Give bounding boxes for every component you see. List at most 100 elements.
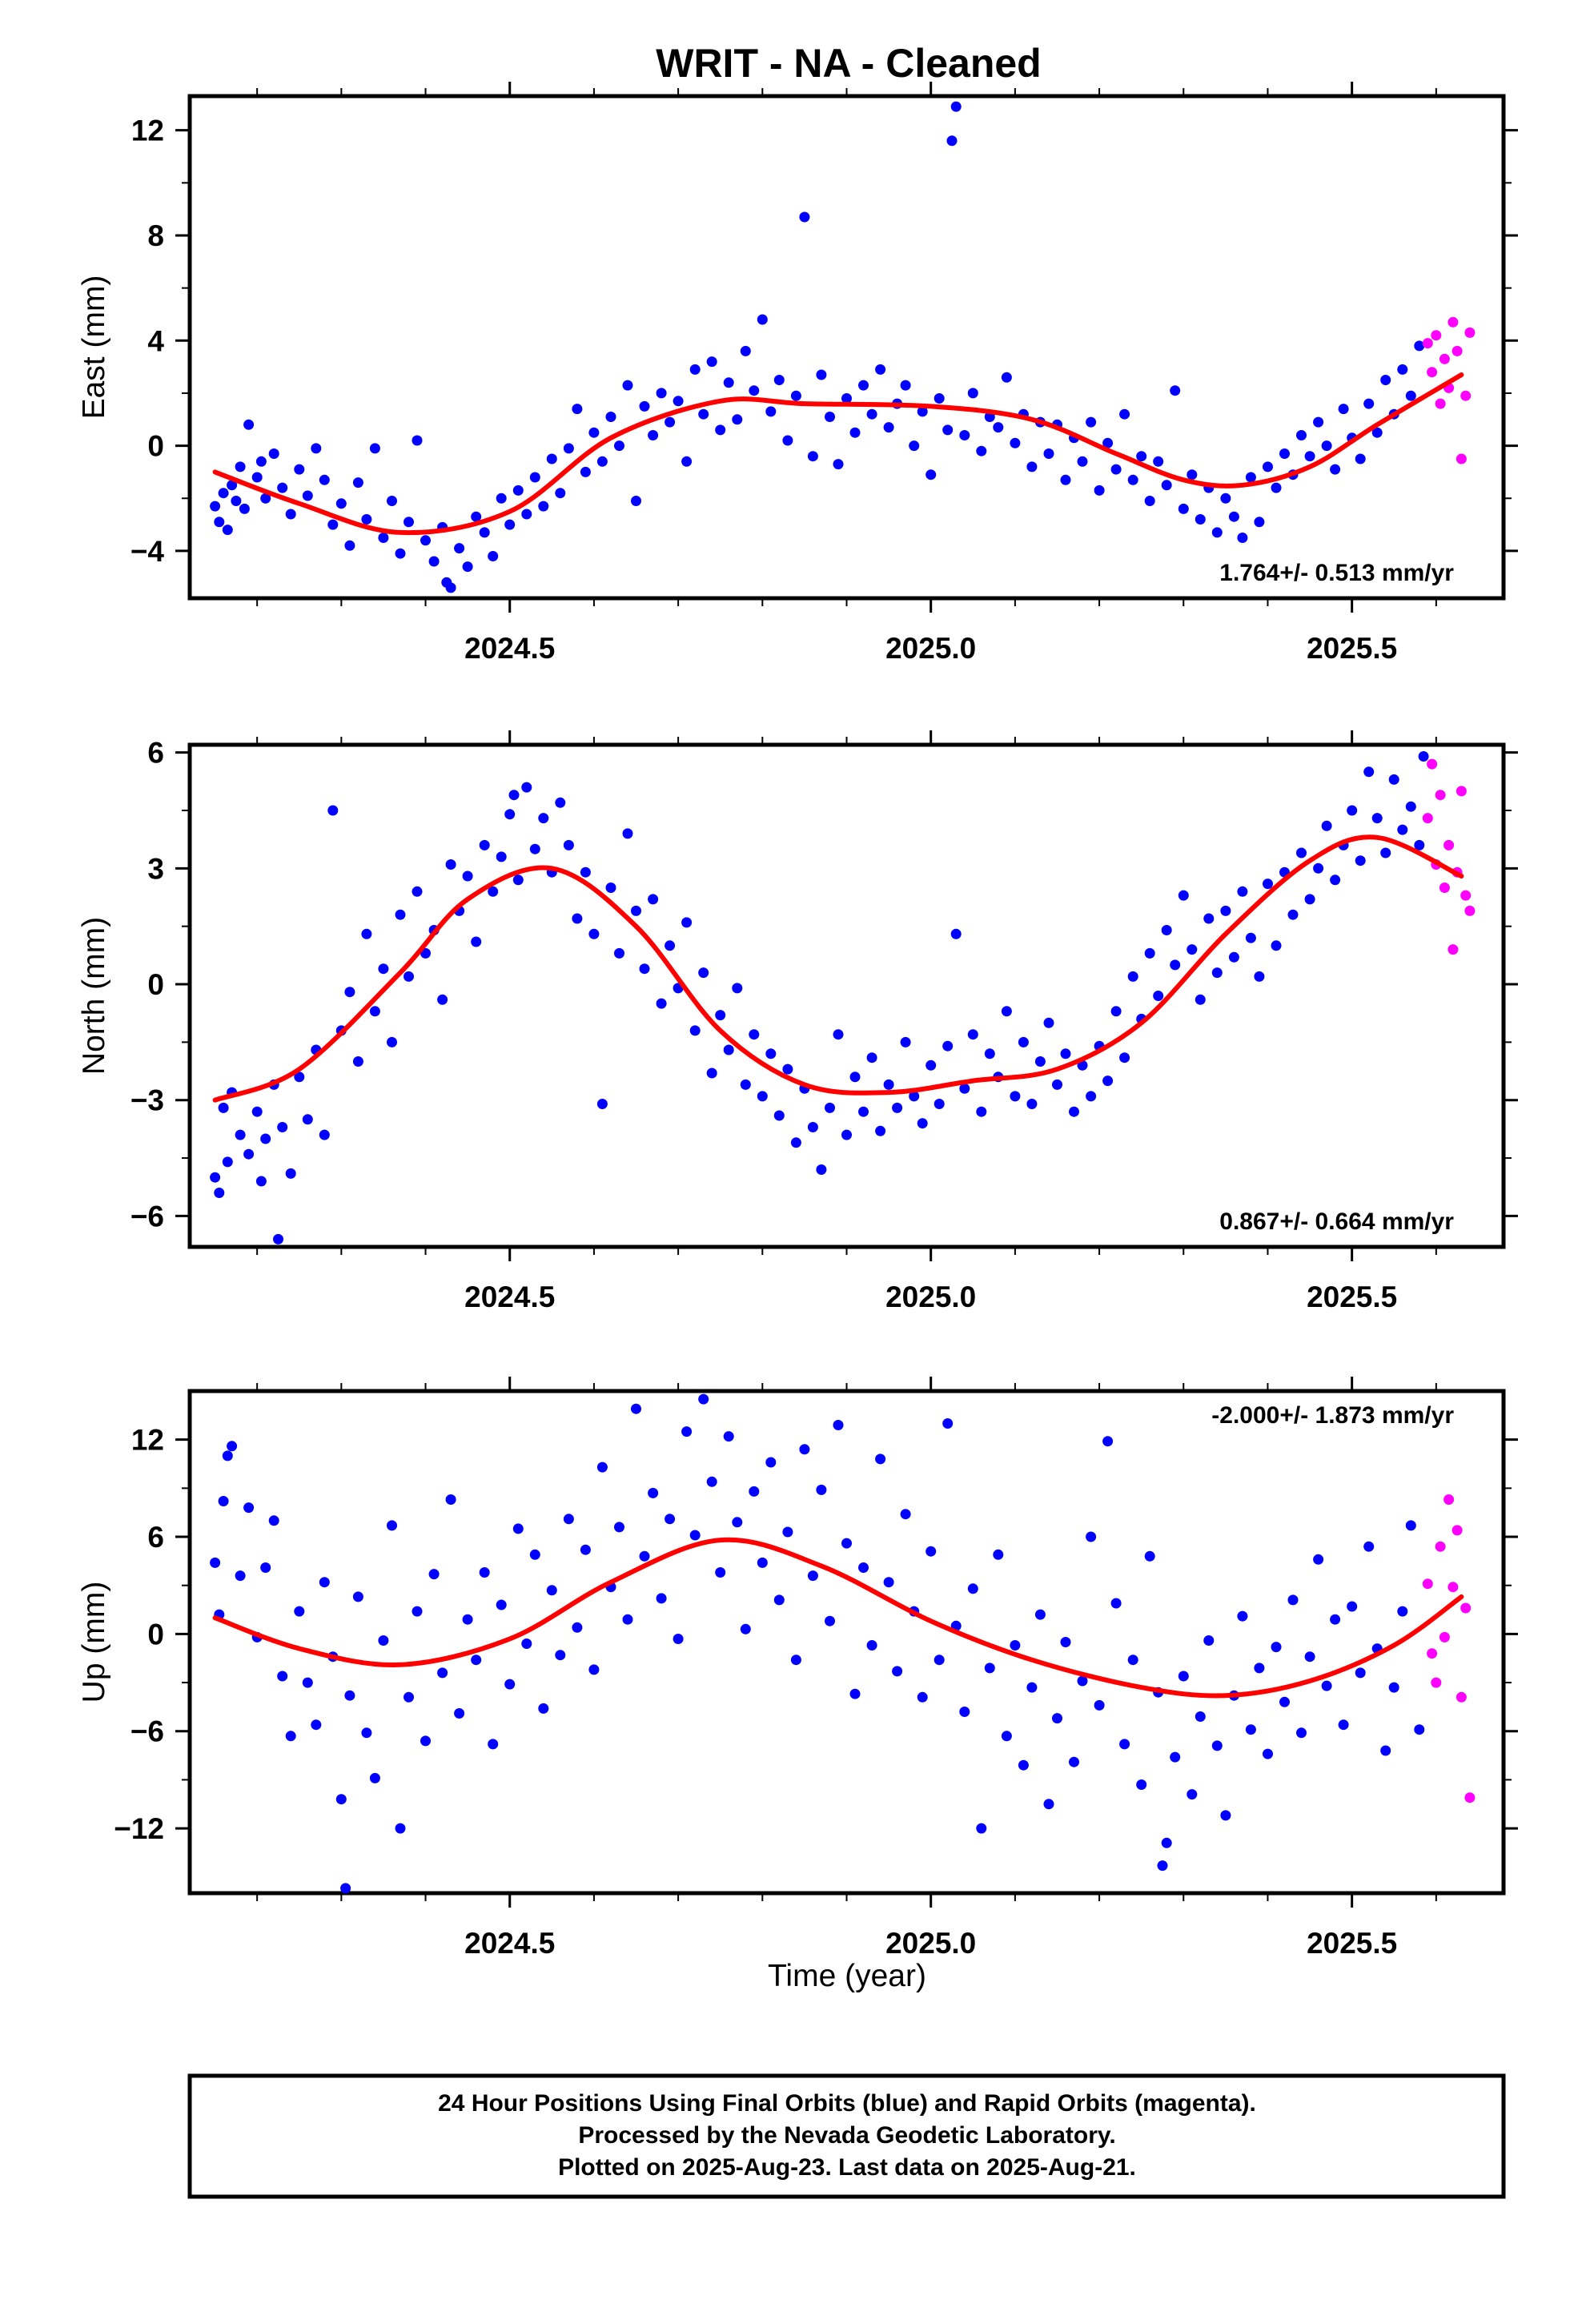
north-final-point <box>1010 1091 1021 1102</box>
up-final-point <box>294 1606 305 1617</box>
east-final-point <box>934 393 945 404</box>
east-final-point <box>428 556 440 567</box>
north-final-point <box>782 1063 793 1075</box>
north-final-point <box>218 1102 229 1113</box>
north-final-point <box>496 851 507 862</box>
east-final-point <box>1220 493 1231 504</box>
up-final-point <box>715 1567 726 1578</box>
up-final-point <box>1170 1751 1181 1763</box>
north-x-tick-label: 2025.5 <box>1307 1281 1397 1313</box>
east-final-point <box>1010 437 1021 448</box>
east-rapid-point <box>1427 367 1438 378</box>
east-panel: 2024.5 2025.0 2025.5 −4 0 4 8 12 East (mm) 1.764+… <box>77 82 1518 665</box>
north-rate-label: 0.867+/- 0.664 mm/yr <box>1219 1208 1454 1235</box>
east-final-point <box>790 390 801 401</box>
east-final-point <box>255 456 267 467</box>
up-final-point <box>782 1526 793 1538</box>
east-final-point <box>782 435 793 446</box>
east-final-point <box>665 416 676 428</box>
north-final-point <box>1313 862 1324 874</box>
north-final-point <box>1144 947 1155 959</box>
up-final-point <box>1127 1655 1138 1666</box>
east-final-point <box>1211 527 1223 538</box>
up-final-point <box>563 1514 574 1525</box>
up-final-point <box>799 1444 810 1455</box>
north-final-point <box>740 1079 751 1090</box>
east-final-point <box>909 440 920 452</box>
north-final-point <box>732 983 743 994</box>
up-final-point <box>1157 1860 1168 1872</box>
up-y-tick-label: 0 <box>147 1618 164 1651</box>
east-final-point <box>352 477 363 489</box>
up-final-point <box>1119 1739 1130 1750</box>
east-final-point <box>1001 372 1012 383</box>
east-final-point <box>833 459 844 470</box>
east-final-point <box>1195 514 1206 525</box>
up-x-tick-label: 2024.5 <box>464 1927 555 1960</box>
north-final-point <box>917 1118 928 1129</box>
east-rapid-point <box>1435 398 1446 409</box>
up-rapid-point <box>1431 1677 1442 1688</box>
up-final-point <box>496 1599 507 1610</box>
north-final-point <box>1043 1017 1054 1028</box>
up-final-point <box>395 1823 406 1834</box>
east-final-point <box>1077 456 1088 467</box>
up-final-point <box>614 1522 624 1533</box>
up-final-point <box>340 1883 351 1894</box>
up-final-point <box>673 1634 684 1644</box>
east-final-point <box>807 451 818 462</box>
east-final-point <box>529 472 540 483</box>
east-final-point <box>950 101 962 112</box>
east-y-tick-label: −4 <box>130 535 165 568</box>
east-x-tick-label: 2025.0 <box>885 632 976 665</box>
east-final-point <box>420 535 431 546</box>
up-final-point <box>1355 1667 1366 1679</box>
east-final-point <box>732 414 743 425</box>
north-final-point <box>875 1125 886 1136</box>
east-final-point <box>858 380 869 391</box>
east-final-point <box>479 527 490 538</box>
north-final-point <box>235 1129 246 1140</box>
up-final-point <box>959 1707 970 1717</box>
up-final-point <box>1060 1637 1071 1647</box>
up-final-point <box>1220 1810 1231 1821</box>
up-final-point <box>1069 1756 1079 1767</box>
east-final-point <box>825 412 835 422</box>
east-rapid-point <box>1431 330 1442 341</box>
up-y-tick-label: 12 <box>131 1424 164 1457</box>
up-final-point <box>488 1739 499 1750</box>
east-final-point <box>1304 451 1315 462</box>
east-final-point <box>231 496 242 506</box>
up-final-point <box>1414 1724 1425 1735</box>
up-final-point <box>757 1557 768 1568</box>
north-final-point <box>1418 751 1429 762</box>
east-final-point <box>1237 533 1248 543</box>
east-final-point <box>1338 404 1349 415</box>
east-rapid-point <box>1439 353 1450 364</box>
north-final-point <box>681 917 693 928</box>
east-final-point <box>1405 390 1416 401</box>
north-y-tick-label: −3 <box>130 1084 164 1117</box>
north-final-point <box>967 1029 978 1040</box>
north-final-point <box>521 782 532 793</box>
north-final-point <box>538 813 549 824</box>
up-final-point <box>1321 1680 1332 1691</box>
up-final-point <box>1279 1696 1290 1707</box>
north-final-point <box>706 1068 717 1079</box>
east-final-point <box>631 496 641 506</box>
up-final-point <box>512 1523 524 1534</box>
north-y-tick-label: 0 <box>147 968 164 1001</box>
north-final-point <box>1161 925 1172 935</box>
east-final-point <box>239 503 250 514</box>
east-final-point <box>799 211 810 223</box>
east-final-point <box>387 496 397 506</box>
up-y-tick-label: −12 <box>114 1812 164 1845</box>
north-final-point <box>471 936 482 947</box>
north-final-point <box>1052 1079 1062 1090</box>
north-final-point <box>942 1040 954 1051</box>
north-final-point <box>950 928 962 939</box>
up-final-point <box>883 1577 894 1588</box>
north-final-point <box>614 947 624 959</box>
up-final-point <box>833 1420 844 1430</box>
east-final-point <box>1178 503 1189 514</box>
